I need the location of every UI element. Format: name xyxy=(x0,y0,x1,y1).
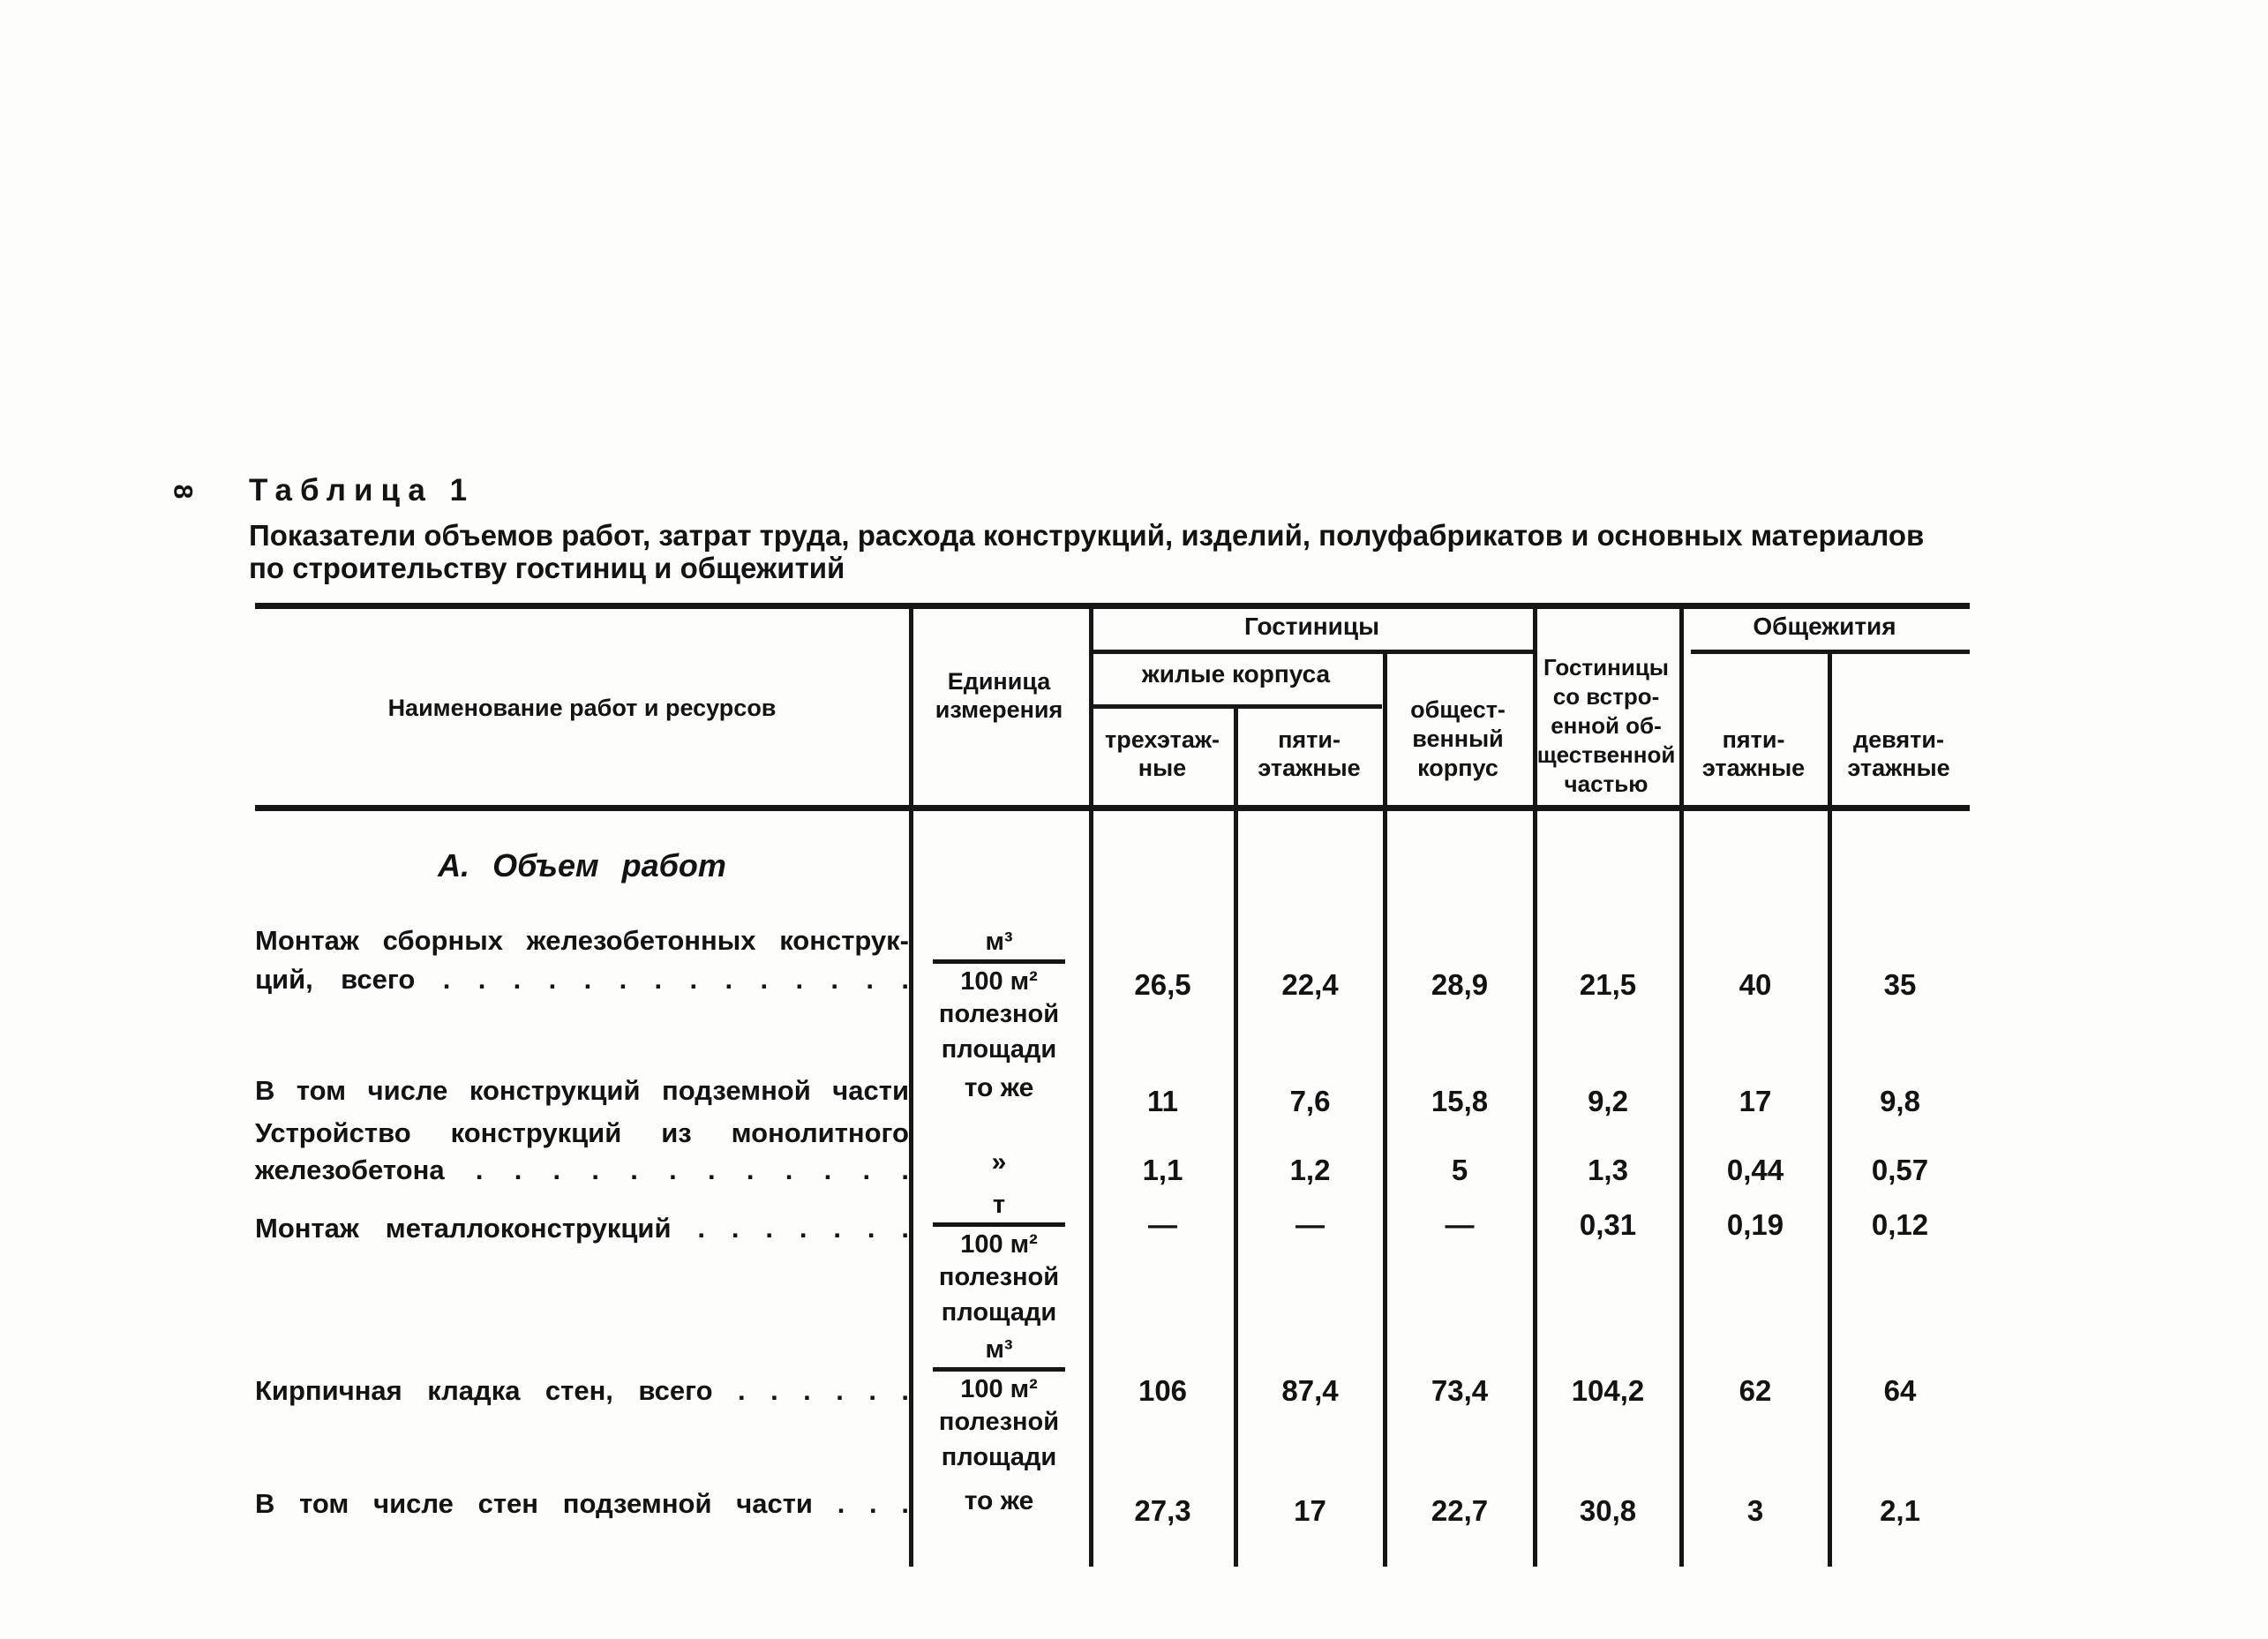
row3-value-col8: 0,57 xyxy=(1871,1154,1929,1186)
header-group-residential-buildings: жилые корпуса xyxy=(1141,660,1331,688)
header-col-3-storey: трехэтаж- ные xyxy=(1105,726,1220,781)
row2-label-line1: В том числе конструкций подземной части xyxy=(255,1075,909,1106)
divider-col6-col7 xyxy=(1679,603,1684,1567)
header-group-hotels: Гостиницы xyxy=(1244,613,1379,640)
header-group-dormitories: Общежития xyxy=(1753,613,1896,640)
row3-unit-ditto: » xyxy=(991,1147,1007,1177)
row4-unit-fraction: т 100 м² полезной площади xyxy=(909,1190,1089,1330)
header-name-col: Наименование работ и ресурсов xyxy=(387,695,777,721)
row5-value-col6: 104,2 xyxy=(1571,1374,1645,1407)
row5-value-col5: 73,4 xyxy=(1431,1374,1489,1407)
row1-unit-fraction: м³ 100 м² полезной площади xyxy=(909,927,1089,1067)
header-col-public-building: общест- венный корпус xyxy=(1410,696,1506,781)
row2-value-col3: 11 xyxy=(1147,1085,1178,1117)
row3-label-line2: железобетона . . . . . . . . . . . . xyxy=(255,1154,909,1185)
row6-value-col6: 30,8 xyxy=(1579,1494,1637,1527)
divider-col4-col5 xyxy=(1383,650,1387,1567)
subtitle-line-2: по строительству гостиниц и общежитий xyxy=(249,552,845,584)
row3-value-col5: 5 xyxy=(1451,1154,1468,1186)
table-top-border xyxy=(255,603,1970,609)
row3-label-line1: Устройство конструкций из монолитного xyxy=(255,1117,909,1148)
row2-unit: то же xyxy=(964,1073,1034,1102)
unit-denominator: 100 м² xyxy=(960,967,1038,996)
row5-value-col8: 64 xyxy=(1883,1374,1917,1407)
page-number: 8 xyxy=(168,484,198,500)
row1-value-col7: 40 xyxy=(1739,968,1772,1001)
row2-value-col8: 9,8 xyxy=(1880,1085,1920,1117)
row4-value-col4: — xyxy=(1295,1208,1325,1241)
section-heading-volume-of-works: А. Объем работ xyxy=(438,847,726,883)
row2-value-col6: 9,2 xyxy=(1588,1085,1628,1117)
table-subtitle: Показатели объемов работ, затрат труда, … xyxy=(249,519,1952,584)
header-bottom-border xyxy=(255,805,1970,811)
divider-name-unit xyxy=(909,603,913,1567)
row3-value-col6: 1,3 xyxy=(1588,1154,1628,1186)
unit-numerator: т xyxy=(992,1191,1006,1219)
header-col-9-storey-dorm: девяти- этажные xyxy=(1847,726,1950,781)
header-unit-col: Единица измерения xyxy=(935,668,1063,723)
row4-value-col8: 0,12 xyxy=(1871,1208,1929,1241)
unit-denominator: 100 м² xyxy=(960,1375,1038,1403)
header-col-hotel-with-public-part: Гостиницы со встро- енной об- щественной… xyxy=(1536,654,1676,797)
fraction-bar xyxy=(933,1222,1065,1227)
row4-value-col6: 0,31 xyxy=(1579,1208,1637,1241)
divider-col5-col6 xyxy=(1533,603,1537,1567)
row4-value-col5: — xyxy=(1445,1208,1475,1241)
unit-numerator: м³ xyxy=(985,1335,1013,1364)
unit-denominator: 100 м² xyxy=(960,1230,1038,1259)
row4-label-line1: Монтаж металлоконструкций . . . . . . . xyxy=(255,1213,909,1244)
header-col-5-storey-hotel: пяти- этажные xyxy=(1258,726,1361,781)
row1-value-col8: 35 xyxy=(1883,968,1917,1001)
row1-value-col4: 22,4 xyxy=(1281,968,1339,1001)
divider-unit-data xyxy=(1089,603,1093,1567)
row5-label-line1: Кирпичная кладка стен, всего . . . . . . xyxy=(255,1375,909,1406)
row1-value-col5: 28,9 xyxy=(1431,968,1489,1001)
row1-value-col6: 21,5 xyxy=(1579,968,1637,1001)
unit-numerator: м³ xyxy=(985,928,1013,956)
row1-value-col3: 26,5 xyxy=(1134,968,1191,1001)
divider-col7-col8 xyxy=(1828,650,1832,1567)
fraction-bar xyxy=(933,959,1065,964)
rule-under-hotels-group xyxy=(1091,650,1535,654)
row3-value-col3: 1,1 xyxy=(1142,1154,1183,1186)
row6-value-col8: 2,1 xyxy=(1880,1494,1920,1527)
row6-value-col5: 22,7 xyxy=(1431,1494,1489,1527)
row6-unit: то же xyxy=(964,1486,1034,1515)
row2-value-col7: 17 xyxy=(1739,1085,1772,1117)
row5-unit-fraction: м³ 100 м² полезной площади xyxy=(909,1335,1089,1475)
row4-value-col7: 0,19 xyxy=(1726,1208,1784,1241)
row1-label-line2: ций, всего . . . . . . . . . . . . . . xyxy=(255,964,909,995)
row5-value-col3: 106 xyxy=(1138,1374,1188,1407)
row4-value-col3: — xyxy=(1148,1208,1177,1241)
row5-value-col4: 87,4 xyxy=(1281,1374,1339,1407)
row6-value-col7: 3 xyxy=(1746,1494,1764,1527)
row2-value-col4: 7,6 xyxy=(1289,1085,1331,1117)
header-col-5-storey-dorm: пяти- этажные xyxy=(1701,726,1806,781)
row6-value-col3: 27,3 xyxy=(1134,1494,1191,1527)
divider-col3-col4 xyxy=(1234,704,1238,1567)
row6-label-line1: В том числе стен подземной части . . . xyxy=(255,1488,909,1519)
row2-value-col5: 15,8 xyxy=(1431,1085,1489,1117)
row3-value-col7: 0,44 xyxy=(1726,1154,1784,1186)
row5-value-col7: 62 xyxy=(1739,1374,1772,1407)
fraction-bar xyxy=(933,1367,1065,1372)
row3-value-col4: 1,2 xyxy=(1289,1154,1331,1186)
row1-label-line1: Монтаж сборных железобетонных конструк- xyxy=(255,925,909,956)
subtitle-line-1: Показатели объемов работ, затрат труда, … xyxy=(249,519,1925,552)
row6-value-col4: 17 xyxy=(1294,1494,1326,1527)
table-title: Таблица 1 xyxy=(249,473,476,507)
